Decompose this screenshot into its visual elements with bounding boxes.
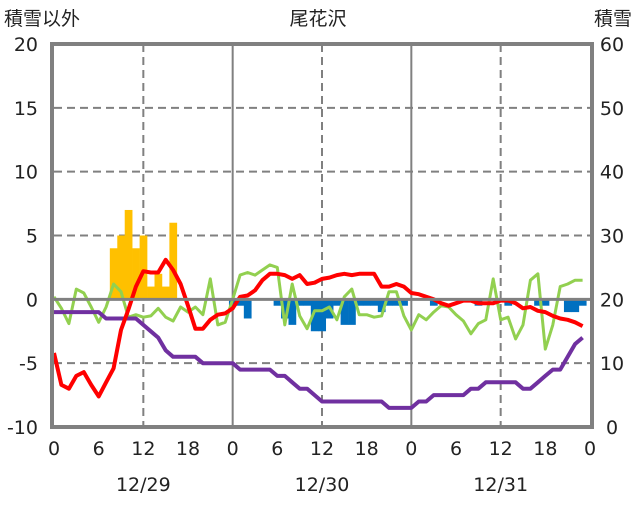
depth_decrease-bar <box>340 299 349 325</box>
x-tick-label: 0 <box>584 438 596 460</box>
depth_decrease-bar <box>273 299 282 306</box>
depth_decrease-bar <box>571 299 580 313</box>
depth_decrease-bar <box>578 299 587 306</box>
depth_decrease-bar <box>385 299 394 306</box>
snow_depth-line <box>54 310 584 410</box>
left-tick-label: 20 <box>14 34 38 56</box>
depth_decrease-bar <box>310 299 319 332</box>
plot-frame <box>50 42 594 429</box>
snowfall-bar <box>132 248 140 300</box>
snowfall-bar <box>124 209 133 300</box>
depth_decrease-bar <box>534 299 542 306</box>
depth_decrease-bar <box>541 299 550 306</box>
right-tick-label: 0 <box>606 417 618 439</box>
depth_decrease-bar <box>355 299 364 306</box>
snowfall-bar <box>169 222 178 300</box>
date-label: 12/29 <box>116 474 171 496</box>
snowfall-bar <box>147 286 155 300</box>
date-label: 12/30 <box>295 474 350 496</box>
depth_decrease-bar <box>400 299 408 306</box>
x-tick-label: 6 <box>93 438 105 460</box>
snowfall-bar <box>161 286 170 300</box>
depth_decrease-bar <box>362 299 371 306</box>
x-tick-label: 12 <box>489 438 513 460</box>
x-tick-label: 12 <box>131 438 155 460</box>
left-tick-label: 5 <box>26 226 38 248</box>
left-tick-label: 15 <box>14 98 38 120</box>
snowfall-bar <box>139 235 148 300</box>
x-tick-label: 18 <box>176 438 200 460</box>
temperature-line <box>52 257 584 399</box>
left-tick-label: -5 <box>19 353 38 375</box>
wind-line <box>52 263 583 351</box>
date-label: 12/31 <box>473 474 528 496</box>
depth_decrease-bar <box>392 299 401 306</box>
chart-title: 尾花沢 <box>289 8 346 30</box>
depth_decrease-bar <box>348 299 356 325</box>
depth_decrease-bar <box>377 299 386 313</box>
depth_decrease-bar <box>295 299 304 306</box>
x-tick-label: 18 <box>355 438 379 460</box>
left-tick-label: 0 <box>26 289 38 311</box>
depth_decrease-bar <box>429 299 438 306</box>
right-tick-label: 60 <box>600 34 624 56</box>
x-tick-label: 0 <box>405 438 417 460</box>
right-tick-label: 50 <box>600 98 624 120</box>
left-axis-label: 積雪以外 <box>4 8 80 30</box>
snowfall-bar <box>117 235 126 300</box>
x-tick-label: 6 <box>450 438 462 460</box>
right-tick-label: 30 <box>600 226 624 248</box>
right-tick-label: 40 <box>600 162 624 184</box>
x-tick-label: 6 <box>271 438 283 460</box>
depth_decrease-bar <box>333 299 341 306</box>
x-tick-label: 18 <box>533 438 557 460</box>
depth_decrease-bar <box>318 299 327 332</box>
x-tick-label: 0 <box>227 438 239 460</box>
depth_decrease-bar <box>370 299 379 306</box>
x-tick-label: 12 <box>310 438 334 460</box>
depth_decrease-bar <box>281 299 289 319</box>
depth_decrease-bar <box>563 299 572 313</box>
right-tick-label: 10 <box>600 353 624 375</box>
depth_decrease-bar <box>243 299 252 319</box>
snowfall-bar <box>154 273 163 300</box>
depth_decrease-bar <box>236 299 245 306</box>
snowfall-bar <box>109 248 118 300</box>
depth_decrease-bar <box>303 299 312 306</box>
depth_decrease-bar <box>288 299 297 325</box>
right-tick-label: 20 <box>600 289 624 311</box>
x-tick-label: 0 <box>48 438 60 460</box>
left-tick-label: 10 <box>14 162 38 184</box>
right-axis-label: 積雪 <box>594 8 632 30</box>
left-tick-label: -10 <box>7 417 38 439</box>
